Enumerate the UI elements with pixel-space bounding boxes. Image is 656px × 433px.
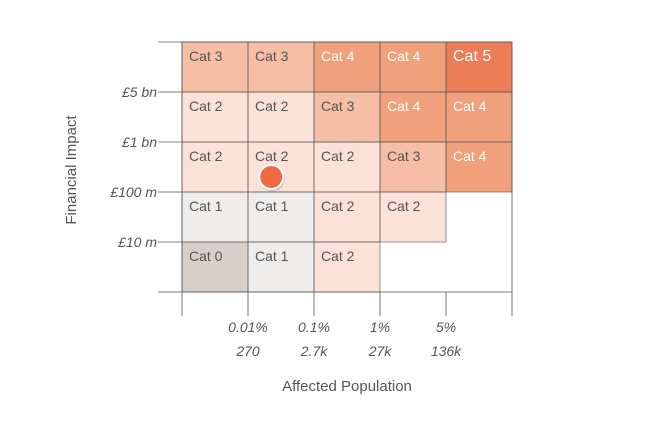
matrix-cell [314, 142, 380, 192]
cell-label: Cat 4 [453, 148, 487, 164]
matrix-gridlines [158, 41, 513, 316]
y-axis-ticks: £5 bn £1 bn £100 m £10 m [109, 84, 182, 250]
cell-label: Cat 2 [189, 98, 223, 114]
y-tick-label: £100 m [109, 184, 157, 200]
y-tick-label: £5 bn [121, 84, 157, 100]
x-tick-count: 2.7k [300, 343, 328, 359]
matrix-cell [314, 42, 380, 92]
cell-label: Cat 2 [321, 148, 355, 164]
matrix-cell [446, 142, 512, 192]
matrix-cell [182, 142, 248, 192]
cell-label: Cat 2 [321, 248, 355, 264]
cell-label: Cat 1 [189, 198, 223, 214]
matrix-cell [446, 42, 512, 92]
matrix-cell [380, 192, 446, 242]
x-tick-pct: 5% [436, 319, 456, 335]
y-axis-title: Financial Impact [63, 115, 80, 225]
matrix-cell [182, 92, 248, 142]
matrix-cell [248, 192, 314, 242]
matrix-cell [380, 42, 446, 92]
y-tick-label: £1 bn [121, 134, 157, 150]
matrix-cell [314, 92, 380, 142]
cell-label: Cat 0 [189, 248, 223, 264]
matrix-cell [248, 42, 314, 92]
matrix-cell [182, 42, 248, 92]
cell-label: Cat 4 [321, 48, 355, 64]
x-tick-count: 27k [368, 343, 393, 359]
x-tick-count: 270 [235, 343, 260, 359]
x-tick-count: 136k [431, 343, 462, 359]
matrix-cell [314, 192, 380, 242]
cell-label: Cat 4 [387, 48, 421, 64]
matrix-cell [182, 242, 248, 292]
cell-label: Cat 2 [321, 198, 355, 214]
matrix-cell [182, 192, 248, 242]
cell-border [379, 191, 447, 243]
x-axis-title: Affected Population [282, 378, 412, 395]
matrix-cell [314, 242, 380, 292]
cell-label: Cat 2 [255, 148, 289, 164]
cell-label: Cat 1 [255, 248, 289, 264]
cell-label: Cat 3 [387, 148, 421, 164]
position-marker[interactable] [258, 164, 285, 190]
cell-label: Cat 4 [387, 98, 421, 114]
matrix-cell [380, 92, 446, 142]
matrix-cell [248, 92, 314, 142]
cell-label: Cat 3 [255, 48, 289, 64]
cell-label: Cat 1 [255, 198, 289, 214]
matrix-cells: Cat 3 Cat 3 Cat 4 Cat 4 Cat 5 Cat 2 Cat 2 Cat 3… [182, 42, 512, 292]
x-tick-pct: 1% [370, 319, 390, 335]
cell-label: Cat 5 [453, 48, 491, 65]
cell-label: Cat 2 [255, 98, 289, 114]
matrix-cell [248, 242, 314, 292]
cell-label: Cat 3 [189, 48, 223, 64]
x-tick-pct: 0.01% [228, 319, 268, 335]
cell-label: Cat 2 [387, 198, 421, 214]
matrix-cell [380, 142, 446, 192]
x-axis-ticks: 0.01% 270 0.1% 2.7k 1% 27k 5% 136k [228, 292, 462, 359]
matrix-cell [446, 92, 512, 142]
marker-layer [258, 164, 285, 192]
x-tick-pct: 0.1% [298, 319, 330, 335]
cell-label: Cat 4 [453, 98, 487, 114]
y-tick-label: £10 m [117, 234, 157, 250]
cell-label: Cat 3 [321, 98, 355, 114]
cell-label: Cat 2 [189, 148, 223, 164]
